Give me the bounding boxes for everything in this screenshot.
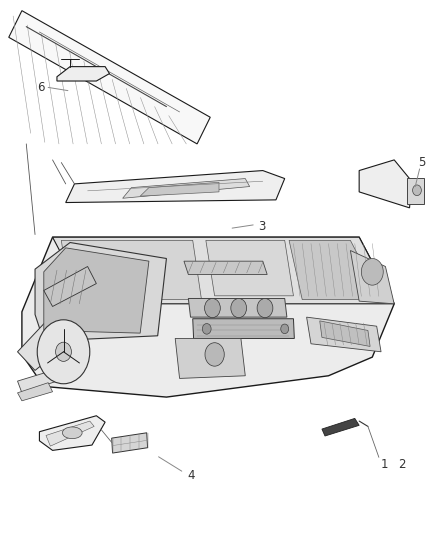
FancyBboxPatch shape	[407, 178, 424, 204]
Text: 6: 6	[37, 81, 45, 94]
Polygon shape	[307, 317, 381, 352]
Circle shape	[205, 298, 220, 318]
Polygon shape	[359, 160, 412, 208]
Polygon shape	[44, 248, 149, 333]
Polygon shape	[53, 237, 394, 304]
Circle shape	[413, 185, 421, 196]
Polygon shape	[57, 67, 110, 81]
Ellipse shape	[63, 427, 82, 439]
Polygon shape	[112, 433, 148, 453]
Polygon shape	[320, 321, 370, 346]
Circle shape	[281, 324, 289, 334]
Circle shape	[37, 320, 90, 384]
Circle shape	[257, 298, 273, 318]
Polygon shape	[18, 314, 74, 370]
Polygon shape	[206, 240, 293, 296]
Polygon shape	[18, 370, 57, 393]
Polygon shape	[350, 251, 394, 304]
Polygon shape	[188, 298, 287, 317]
Polygon shape	[175, 338, 245, 378]
Polygon shape	[184, 261, 267, 274]
Polygon shape	[193, 319, 294, 338]
Circle shape	[361, 259, 383, 285]
Polygon shape	[289, 240, 381, 300]
Text: 5: 5	[418, 156, 425, 169]
Text: 1: 1	[381, 458, 389, 471]
Circle shape	[231, 298, 247, 318]
Circle shape	[205, 343, 224, 366]
Circle shape	[202, 324, 211, 334]
Polygon shape	[61, 240, 201, 300]
Polygon shape	[39, 416, 105, 450]
Polygon shape	[46, 421, 94, 446]
Polygon shape	[123, 179, 250, 198]
Polygon shape	[18, 383, 53, 401]
Polygon shape	[66, 171, 285, 203]
Polygon shape	[9, 11, 210, 144]
Circle shape	[56, 342, 71, 361]
Polygon shape	[44, 266, 96, 306]
Polygon shape	[22, 237, 394, 397]
Polygon shape	[322, 418, 359, 436]
Polygon shape	[140, 182, 219, 196]
Text: 3: 3	[258, 220, 265, 233]
Text: 4: 4	[187, 470, 195, 482]
Polygon shape	[35, 243, 166, 341]
Text: 2: 2	[398, 458, 406, 471]
